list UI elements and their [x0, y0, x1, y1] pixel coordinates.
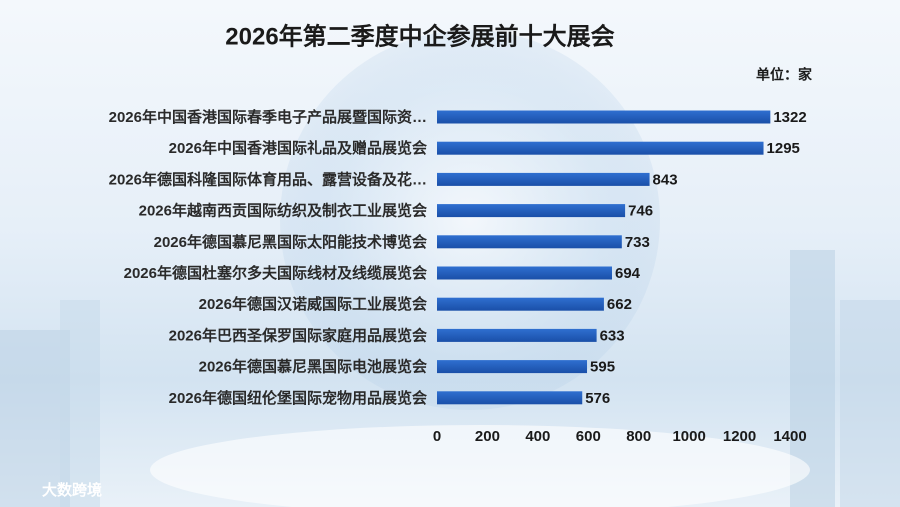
- bar: [437, 328, 597, 342]
- value-label: 733: [625, 234, 650, 251]
- x-tick-label: 1200: [723, 428, 756, 445]
- y-tick-label: 2026年德国杜塞尔多夫国际线材及线缆展览会: [124, 264, 427, 282]
- y-tick-label: 2026年中国香港国际春季电子产品展暨国际资…: [109, 108, 427, 126]
- y-tick-label: 2026年德国慕尼黑国际电池展览会: [199, 358, 427, 376]
- y-tick-label: 2026年中国香港国际礼品及赠品展览会: [169, 139, 427, 157]
- y-tick-label: 2026年德国纽伦堡国际宠物用品展览会: [169, 389, 427, 407]
- x-tick-label: 400: [525, 428, 550, 445]
- y-tick-label: 2026年德国科隆国际体育用品、露营设备及花…: [109, 170, 427, 188]
- bar: [437, 204, 626, 218]
- x-tick-label: 1000: [672, 428, 705, 445]
- value-label: 746: [628, 203, 653, 220]
- value-label: 694: [615, 265, 641, 282]
- x-tick-label: 600: [576, 428, 601, 445]
- bar: [437, 110, 771, 124]
- unit-label: 单位：家: [756, 67, 813, 83]
- bar: [437, 172, 650, 186]
- bar: [437, 360, 588, 374]
- bar: [437, 235, 622, 249]
- x-tick-label: 1400: [773, 428, 806, 445]
- value-label: 662: [607, 296, 632, 313]
- x-tick-label: 800: [626, 428, 651, 445]
- bar: [437, 266, 612, 280]
- y-tick-label: 2026年巴西圣保罗国际家庭用品展览会: [169, 326, 427, 344]
- chart-title: 2026年第二季度中企参展前十大展会: [225, 22, 614, 50]
- background-decoration: [0, 30, 900, 507]
- y-tick-label: 2026年德国汉诺威国际工业展览会: [199, 295, 427, 313]
- value-label: 1322: [773, 109, 806, 126]
- bar: [437, 391, 583, 405]
- value-label: 1295: [767, 140, 800, 157]
- value-label: 633: [600, 327, 625, 344]
- y-tick-label: 2026年越南西贡国际纺织及制衣工业展览会: [139, 202, 427, 220]
- bar: [437, 297, 604, 311]
- x-tick-label: 0: [433, 428, 441, 445]
- value-label: 843: [653, 171, 678, 188]
- y-tick-label: 2026年德国慕尼黑国际太阳能技术博览会: [154, 233, 427, 251]
- bar: [437, 141, 764, 155]
- value-label: 595: [590, 359, 615, 376]
- watermark: 大数跨境: [42, 481, 102, 499]
- x-tick-label: 200: [475, 428, 500, 445]
- value-label: 576: [585, 390, 610, 407]
